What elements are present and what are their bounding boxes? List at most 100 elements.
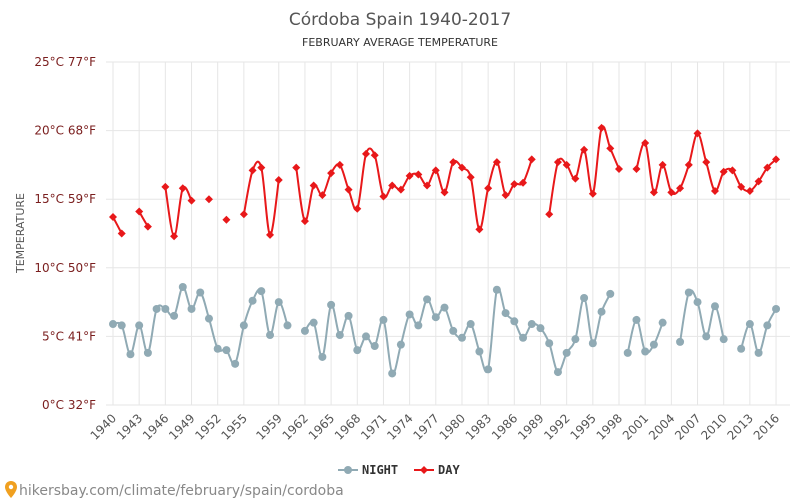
data-point-night[interactable] (126, 350, 135, 359)
data-point-night[interactable] (527, 320, 536, 329)
data-point-night[interactable] (606, 289, 615, 298)
data-point-night[interactable] (623, 348, 632, 357)
data-point-day[interactable] (466, 173, 475, 182)
data-point-night[interactable] (423, 295, 432, 304)
data-point-day[interactable] (431, 166, 440, 175)
data-point-day[interactable] (178, 184, 187, 193)
data-point-day[interactable] (370, 151, 379, 160)
data-point-night[interactable] (318, 352, 327, 361)
data-point-day[interactable] (519, 178, 528, 187)
data-point-night[interactable] (109, 320, 117, 329)
data-point-day[interactable] (405, 171, 414, 180)
data-point-night[interactable] (684, 288, 693, 297)
data-point-day[interactable] (754, 177, 763, 186)
data-point-day[interactable] (170, 232, 179, 241)
data-point-night[interactable] (335, 331, 344, 340)
data-point-night[interactable] (719, 335, 728, 344)
legend-item-night[interactable]: NIGHT (338, 463, 398, 477)
data-point-night[interactable] (492, 285, 501, 294)
legend-item-day[interactable]: DAY (414, 463, 460, 477)
data-point-day[interactable] (475, 225, 484, 234)
data-point-night[interactable] (519, 333, 528, 342)
data-point-day[interactable] (510, 180, 519, 189)
data-point-night[interactable] (754, 348, 763, 357)
data-point-night[interactable] (327, 300, 336, 309)
data-point-day[interactable] (606, 144, 615, 153)
data-point-night[interactable] (379, 315, 388, 324)
data-point-night[interactable] (248, 296, 257, 305)
data-point-day[interactable] (745, 186, 754, 195)
data-point-day[interactable] (423, 181, 432, 190)
data-point-day[interactable] (580, 145, 589, 154)
data-point-night[interactable] (737, 344, 746, 353)
data-point-day[interactable] (553, 158, 562, 167)
data-point-day[interactable] (143, 222, 152, 231)
data-point-day[interactable] (667, 188, 676, 197)
data-point-day[interactable] (649, 188, 658, 197)
data-point-day[interactable] (737, 182, 746, 191)
source-link[interactable]: hikersbay.com/climate/february/spain/cor… (5, 481, 344, 499)
data-point-night[interactable] (440, 303, 449, 312)
data-point-day[interactable] (484, 184, 493, 193)
data-point-day[interactable] (632, 165, 641, 174)
data-point-night[interactable] (152, 304, 161, 313)
data-point-night[interactable] (300, 326, 309, 335)
data-point-night[interactable] (597, 307, 606, 316)
data-point-day[interactable] (772, 155, 781, 164)
data-point-night[interactable] (763, 321, 772, 330)
source-url[interactable]: hikersbay.com/climate/february/spain/cor… (19, 483, 344, 499)
data-point-night[interactable] (457, 333, 466, 342)
data-point-night[interactable] (562, 348, 571, 357)
data-point-day[interactable] (379, 192, 388, 201)
data-point-day[interactable] (763, 163, 772, 172)
data-point-night[interactable] (170, 311, 179, 320)
data-point-night[interactable] (658, 318, 667, 327)
data-point-day[interactable] (318, 191, 327, 200)
data-point-day[interactable] (362, 149, 371, 158)
data-point-night[interactable] (545, 339, 554, 348)
data-point-day[interactable] (588, 189, 597, 198)
data-point-night[interactable] (204, 314, 213, 323)
data-point-day[interactable] (693, 129, 702, 138)
data-point-day[interactable] (135, 207, 144, 216)
data-point-night[interactable] (466, 320, 475, 329)
data-point-day[interactable] (527, 155, 536, 164)
data-point-night[interactable] (510, 317, 519, 326)
data-point-night[interactable] (632, 315, 641, 324)
data-point-night[interactable] (344, 311, 353, 320)
data-point-day[interactable] (388, 181, 397, 190)
data-point-night[interactable] (580, 293, 589, 302)
data-point-night[interactable] (484, 365, 493, 374)
data-point-night[interactable] (414, 321, 423, 330)
legend[interactable]: NIGHT DAY (338, 463, 460, 477)
data-point-night[interactable] (143, 348, 152, 357)
data-point-day[interactable] (117, 229, 126, 238)
data-point-night[interactable] (222, 346, 231, 355)
data-point-day[interactable] (353, 204, 362, 213)
data-point-night[interactable] (396, 340, 405, 349)
data-point-day[interactable] (501, 191, 510, 200)
data-point-night[interactable] (710, 302, 719, 311)
data-point-day[interactable] (257, 163, 266, 172)
data-point-night[interactable] (370, 342, 379, 351)
data-point-night[interactable] (309, 318, 318, 327)
data-point-day[interactable] (676, 184, 685, 193)
data-point-day[interactable] (204, 195, 213, 204)
data-point-day[interactable] (457, 163, 466, 172)
data-point-night[interactable] (745, 320, 754, 329)
data-point-night[interactable] (475, 347, 484, 356)
data-point-day[interactable] (327, 169, 336, 178)
data-point-night[interactable] (274, 298, 283, 307)
data-point-night[interactable] (239, 321, 248, 330)
data-point-day[interactable] (292, 163, 301, 172)
data-point-night[interactable] (449, 326, 458, 335)
data-point-night[interactable] (553, 368, 562, 377)
data-point-night[interactable] (588, 339, 597, 348)
data-point-night[interactable] (187, 304, 196, 313)
data-point-day[interactable] (562, 160, 571, 169)
data-point-day[interactable] (109, 213, 117, 222)
data-point-day[interactable] (710, 186, 719, 195)
data-point-night[interactable] (702, 332, 711, 341)
data-point-day[interactable] (719, 167, 728, 176)
data-point-night[interactable] (231, 359, 240, 368)
